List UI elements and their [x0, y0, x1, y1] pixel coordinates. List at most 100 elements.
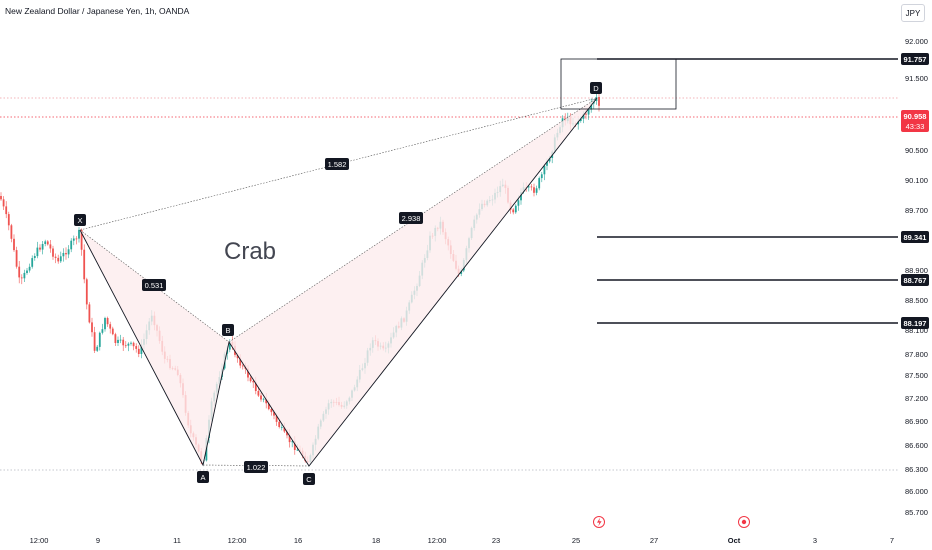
candle-body [260, 395, 262, 400]
level-label-2: 89.341 [901, 231, 929, 243]
candle-body [111, 328, 114, 335]
price-tick-label: 86.900 [905, 417, 928, 426]
time-tick-label: 23 [492, 536, 500, 545]
candle-body [241, 365, 244, 367]
candle-body [252, 381, 255, 383]
candle-body [122, 339, 125, 346]
time-tick-label: 3 [813, 536, 817, 545]
candle-body [540, 174, 543, 179]
time-tick-label: 11 [173, 536, 181, 545]
time-tick-label: 7 [890, 536, 894, 545]
candle-body [598, 97, 600, 106]
candle-body [15, 250, 18, 267]
candle-body [0, 196, 2, 200]
candle-body [520, 192, 522, 201]
candle-body [65, 253, 67, 255]
candle-body [93, 332, 96, 351]
candle-body [293, 441, 296, 450]
candle-body [49, 244, 52, 249]
pattern-fill-bcd [229, 98, 597, 466]
candle-body [585, 113, 587, 115]
price-axis[interactable]: 92.00091.50091.00090.50090.10089.70089.3… [905, 37, 928, 517]
economic-event-dot-icon[interactable] [738, 516, 750, 528]
candle-body [10, 225, 13, 239]
candle-body [18, 266, 21, 278]
candle-body [67, 249, 70, 255]
candle-body [265, 398, 268, 404]
target-zone-box[interactable] [560, 58, 677, 110]
candle-body [127, 343, 130, 346]
price-tick-label: 86.600 [905, 441, 928, 450]
candle-body [104, 318, 106, 330]
point-label-d: D [590, 82, 602, 94]
candle-body [582, 113, 585, 119]
candle-body [20, 277, 23, 279]
time-axis[interactable]: 12:00 9 11 12:00 16 18 12:00 23 25 27 Oct 3 7 [30, 536, 894, 545]
candle-body [117, 339, 119, 343]
candle-body [548, 158, 551, 162]
svg-text:88.767: 88.767 [904, 276, 927, 285]
time-tick-label: 12:00 [428, 536, 447, 545]
candle-body [280, 427, 283, 428]
candle-body [54, 256, 57, 258]
candle-body [7, 214, 10, 226]
candle-body [288, 435, 291, 443]
candle-body [530, 186, 533, 188]
economic-event-lightning-icon[interactable] [593, 516, 605, 528]
svg-text:90.958: 90.958 [904, 112, 927, 121]
candle-body [236, 354, 239, 359]
time-tick-label: Oct [728, 536, 741, 545]
candle-body [83, 249, 86, 280]
pattern-fill-xab [80, 230, 229, 465]
candle-body [46, 241, 49, 245]
candle-body [5, 206, 8, 215]
candle-body [59, 256, 62, 262]
ratio-label-xb: 0.531 [142, 279, 166, 291]
candle-body [62, 253, 65, 257]
price-tick-label: 91.500 [905, 74, 928, 83]
price-tick-label: 88.900 [905, 266, 928, 275]
candle-body [44, 241, 47, 244]
candle-body [291, 441, 294, 443]
candle-body [546, 161, 548, 166]
chart-title: New Zealand Dollar / Japanese Yen, 1h, O… [5, 6, 190, 16]
candle-body [228, 341, 231, 350]
currency-badge[interactable]: JPY [901, 4, 925, 22]
candle-body [33, 256, 36, 258]
time-tick-label: 16 [294, 536, 302, 545]
candle-body [109, 324, 112, 329]
svg-text:0.531: 0.531 [145, 281, 164, 290]
price-tick-label: 90.500 [905, 146, 928, 155]
candle-body [543, 165, 546, 175]
candle-body [270, 409, 273, 413]
candle-body [72, 238, 75, 241]
level-label-3: 88.767 [901, 274, 929, 286]
svg-text:2.938: 2.938 [402, 214, 421, 223]
time-tick-label: 9 [96, 536, 100, 545]
candle-body [41, 244, 44, 250]
candle-body [296, 449, 299, 451]
candle-body [28, 266, 31, 271]
candle-body [254, 382, 257, 391]
price-tick-label: 92.000 [905, 37, 928, 46]
price-tick-label: 87.500 [905, 371, 928, 380]
svg-text:X: X [77, 216, 82, 225]
candle-body [262, 398, 265, 400]
candle-body [283, 427, 286, 432]
candle-body [52, 248, 54, 257]
candle-body [114, 334, 117, 343]
candle-body [39, 247, 41, 250]
candle-body [267, 403, 270, 410]
candle-body [91, 322, 93, 333]
svg-text:88.197: 88.197 [904, 319, 927, 328]
candle-body [106, 318, 109, 325]
candle-body [512, 209, 515, 213]
candle-body [538, 178, 541, 189]
svg-text:C: C [306, 475, 312, 484]
candle-body [247, 368, 249, 378]
candle-body [579, 118, 582, 121]
candle-body [88, 304, 91, 323]
time-tick-label: 12:00 [30, 536, 49, 545]
pattern-ac [202, 464, 310, 467]
